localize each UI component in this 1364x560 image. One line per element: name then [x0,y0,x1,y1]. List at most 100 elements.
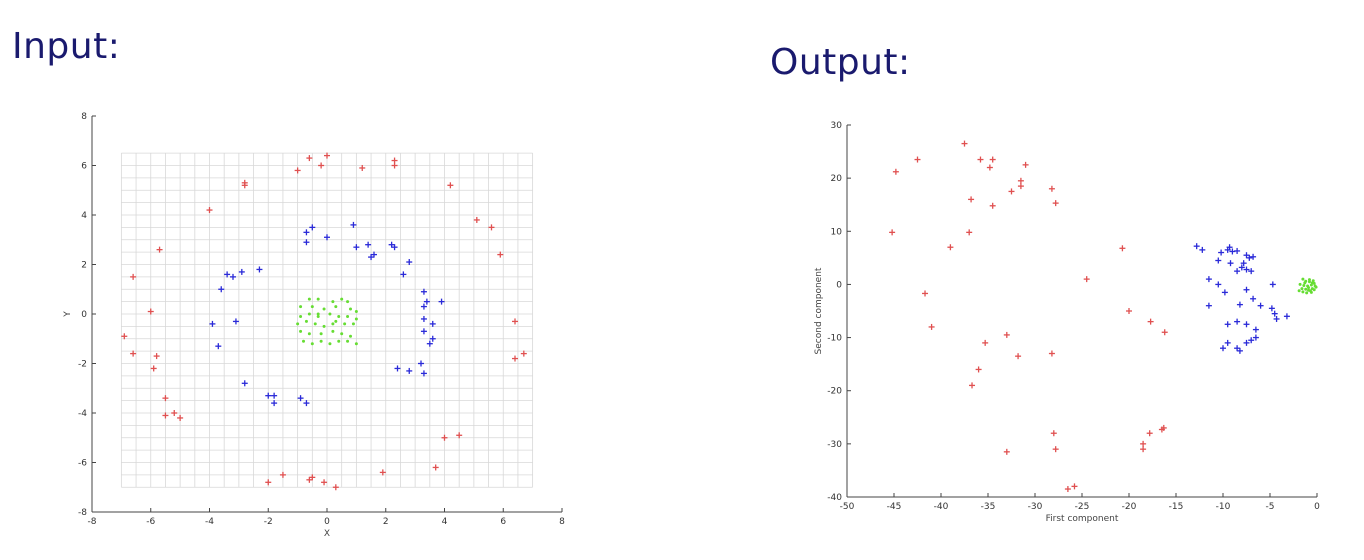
data-point [438,298,445,305]
data-point [346,339,350,343]
data-point [294,167,301,174]
x-tick-label: 8 [559,517,565,527]
data-point [1246,254,1253,261]
data-point [303,239,310,246]
y-tick-label: 0 [836,280,842,290]
data-point [1193,243,1200,250]
data-point [488,224,495,231]
data-point [429,320,436,327]
data-point [354,342,358,346]
data-point [1301,277,1305,281]
data-point [218,286,225,293]
data-point [1238,264,1245,271]
data-point [296,322,300,326]
data-point [1236,347,1243,354]
y-tick-label: 10 [831,227,843,237]
data-point [1008,188,1015,195]
data-point [1052,200,1059,207]
y-tick-label: -6 [78,459,87,469]
data-point [209,320,216,327]
data-point [406,259,413,266]
data-point [147,308,154,315]
data-point [986,164,993,171]
data-point [1312,288,1316,292]
data-point [334,305,338,309]
input-scatter-plot: -8 -6 -4 -2 0 2 4 6 8 -8 -6 -4 -2 0 2 4 6 8 X Y [63,112,565,539]
y-axis-label: Second component [814,267,824,354]
data-point [892,168,899,175]
data-point [1221,289,1228,296]
data-point [520,350,527,357]
data-point [319,339,323,343]
data-point [1003,331,1010,338]
data-point [1234,247,1241,254]
data-point [512,318,518,325]
data-point [1140,446,1147,453]
data-point [982,339,989,346]
data-point [1083,276,1090,283]
data-point [1257,302,1264,309]
x-tick-label: -10 [1216,502,1231,512]
data-point [150,365,157,372]
data-point [265,392,272,399]
data-point [989,202,996,209]
y-tick-label: -8 [78,508,87,518]
data-point [354,310,358,314]
data-point [1311,279,1315,283]
data-point [1050,430,1057,437]
data-point [1226,244,1233,251]
data-point [349,307,352,311]
data-point [394,365,401,372]
data-point [1220,345,1226,352]
data-point [271,392,278,399]
data-point [307,297,311,301]
data-point [230,273,236,280]
data-point [1224,339,1231,346]
data-point [889,229,896,236]
y-tick-label: 8 [81,112,87,122]
x-tick-label: -50 [840,502,855,512]
data-point [928,323,935,330]
data-point [1240,260,1247,267]
y-tick-label: 0 [81,310,87,320]
x-tick-label: -25 [1075,502,1090,512]
input-heading: Input: [12,26,121,67]
data-point [224,271,231,278]
data-point [299,329,303,333]
x-tick-label: 0 [1314,502,1320,512]
data-point [1160,424,1167,431]
data-point [1248,337,1255,344]
data-point [1224,321,1231,328]
x-tick-label: 6 [500,517,506,527]
data-point [322,324,326,328]
data-point [307,332,311,336]
y-tick-label: -2 [78,360,87,370]
data-point [307,312,311,316]
data-point [162,395,169,402]
data-point [1199,246,1206,253]
data-point [354,317,358,321]
x-tick-label: -4 [205,517,214,527]
data-point [297,395,304,402]
data-point [303,400,310,407]
data-point [310,342,314,346]
data-point [1243,339,1250,346]
x-tick-label: 2 [383,517,389,527]
data-point [328,342,332,346]
data-point [351,322,355,326]
data-point [1218,249,1225,256]
data-point [1248,268,1255,275]
data-point [306,476,313,483]
x-tick-label: -40 [934,502,949,512]
data-point [304,319,308,323]
data-point [162,412,169,419]
data-point [1307,280,1311,284]
data-point [313,322,317,326]
y-tick-label: 4 [81,211,87,221]
data-point [391,244,398,251]
data-point [1303,281,1307,285]
data-point [1297,289,1301,293]
data-point [1022,161,1029,168]
y-tick-label: -4 [78,409,87,419]
data-point [337,339,341,343]
